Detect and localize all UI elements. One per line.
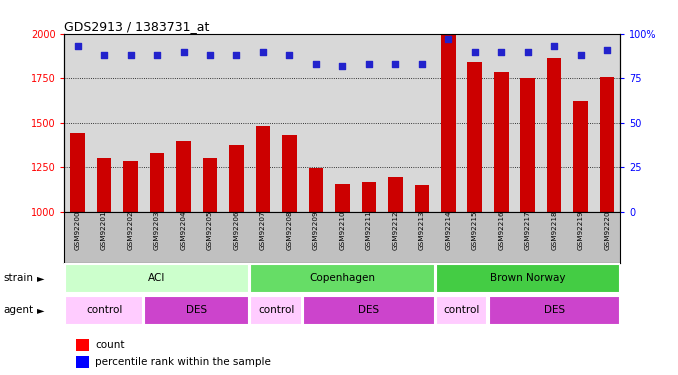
Point	[522, 49, 533, 55]
Bar	[335, 184, 350, 212]
FancyBboxPatch shape	[435, 296, 487, 325]
Text: strain: strain	[3, 273, 33, 284]
FancyBboxPatch shape	[144, 296, 250, 325]
Text: DES: DES	[544, 305, 565, 315]
Bar	[71, 133, 85, 212]
Bar	[308, 168, 323, 212]
Bar	[388, 177, 403, 212]
Bar	[441, 34, 456, 212]
Bar	[521, 78, 535, 212]
Text: percentile rank within the sample: percentile rank within the sample	[95, 357, 271, 367]
Point	[73, 43, 83, 49]
FancyBboxPatch shape	[250, 264, 435, 293]
Point	[205, 52, 216, 58]
Bar	[361, 183, 376, 212]
Bar	[494, 72, 508, 212]
Bar	[176, 141, 191, 212]
FancyBboxPatch shape	[65, 296, 143, 325]
Point	[443, 36, 454, 42]
Bar	[75, 356, 89, 368]
FancyBboxPatch shape	[435, 264, 620, 293]
Point	[258, 49, 268, 55]
Point	[99, 52, 110, 58]
Bar	[600, 76, 614, 212]
Bar	[282, 135, 297, 212]
Bar	[75, 339, 89, 351]
Bar	[547, 58, 561, 212]
Point	[284, 52, 295, 58]
Point	[601, 47, 612, 53]
Point	[496, 49, 506, 55]
Text: agent: agent	[3, 305, 33, 315]
FancyBboxPatch shape	[65, 264, 250, 293]
Point	[390, 61, 401, 67]
Point	[178, 49, 189, 55]
Point	[363, 61, 374, 67]
Text: GDS2913 / 1383731_at: GDS2913 / 1383731_at	[64, 20, 210, 33]
Point	[469, 49, 480, 55]
Text: control: control	[443, 305, 480, 315]
Bar	[203, 158, 217, 212]
Text: ►: ►	[37, 305, 45, 315]
Bar	[574, 102, 588, 212]
FancyBboxPatch shape	[303, 296, 435, 325]
Bar	[150, 153, 164, 212]
Point	[152, 52, 163, 58]
FancyBboxPatch shape	[250, 296, 302, 325]
Bar	[229, 145, 244, 212]
Point	[125, 52, 136, 58]
Point	[311, 61, 321, 67]
Bar	[414, 185, 429, 212]
FancyBboxPatch shape	[489, 296, 620, 325]
Bar	[123, 161, 138, 212]
Point	[549, 43, 559, 49]
Text: DES: DES	[358, 305, 380, 315]
Text: count: count	[95, 340, 125, 350]
Bar	[256, 126, 271, 212]
Text: ACI: ACI	[148, 273, 165, 284]
Text: Copenhagen: Copenhagen	[309, 273, 376, 284]
Point	[337, 63, 348, 69]
Text: control: control	[258, 305, 294, 315]
Bar	[97, 158, 111, 212]
Point	[231, 52, 242, 58]
Text: Brown Norway: Brown Norway	[490, 273, 565, 284]
Bar	[468, 62, 482, 212]
Point	[416, 61, 427, 67]
Text: DES: DES	[186, 305, 207, 315]
Text: ►: ►	[37, 273, 45, 284]
Text: control: control	[86, 305, 122, 315]
Point	[575, 52, 586, 58]
